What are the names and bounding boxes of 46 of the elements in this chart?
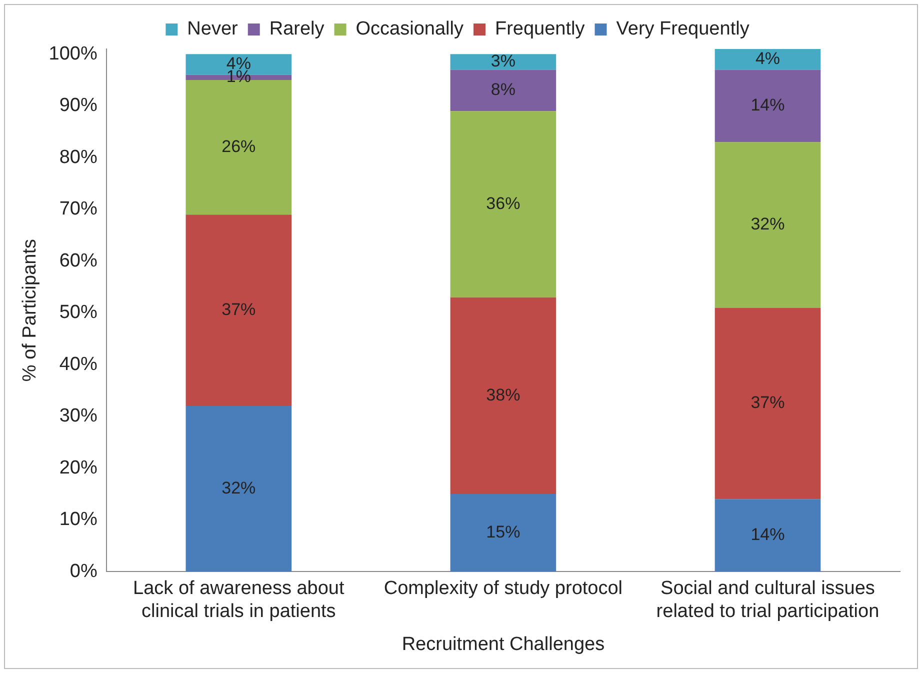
- y-axis-title: % of Participants: [20, 239, 41, 382]
- data-label: 15%: [486, 522, 520, 542]
- y-tick-label: 100%: [48, 43, 98, 64]
- data-label: 14%: [750, 525, 785, 544]
- x-tick-label: Complexity of study protocol: [384, 578, 623, 600]
- data-label: 36%: [486, 194, 520, 213]
- data-label: 3%: [490, 52, 516, 71]
- y-tick-label: 0%: [70, 560, 98, 582]
- data-label: 26%: [222, 137, 256, 156]
- bar: [450, 70, 556, 112]
- legend-label: Occasionally: [356, 18, 464, 40]
- legend-label: Very Frequently: [616, 18, 750, 40]
- x-tick-label: Social and cultural issues related to trial participation: [656, 578, 880, 622]
- data-label: 32%: [750, 214, 785, 234]
- y-tick-label: 30%: [59, 406, 98, 427]
- y-tick-label: 20%: [59, 457, 98, 478]
- bar: [714, 308, 821, 500]
- bar: [714, 49, 821, 70]
- bar: [714, 70, 821, 142]
- data-label: 37%: [222, 300, 256, 319]
- legend-label: Frequently: [494, 18, 586, 40]
- data-label: 32%: [222, 478, 256, 498]
- bar: [450, 54, 556, 70]
- x-tick-label: Lack of awareness about clinical trials in patients: [133, 578, 346, 622]
- bar: [450, 494, 556, 572]
- data-label: 38%: [486, 385, 520, 404]
- bar: [186, 214, 292, 406]
- y-tick-label: 60%: [59, 250, 98, 272]
- y-tick-label: 70%: [59, 198, 98, 220]
- data-label: 8%: [490, 80, 516, 100]
- x-axis-title: Recruitment Challenges: [402, 634, 605, 655]
- bar: [450, 111, 556, 298]
- bar: [186, 406, 292, 572]
- legend-label: Never: [187, 18, 239, 40]
- data-label: 4%: [755, 49, 780, 68]
- y-tick-label: 10%: [59, 509, 98, 530]
- bar: [714, 142, 821, 308]
- y-tick-label: 50%: [59, 302, 98, 324]
- y-tick-label: 90%: [59, 95, 98, 116]
- data-label: 37%: [750, 393, 785, 412]
- data-label: 14%: [750, 96, 785, 115]
- bar: [714, 499, 821, 572]
- legend-label: Rarely: [269, 18, 325, 40]
- y-tick-label: 80%: [59, 146, 98, 168]
- y-tick-label: 40%: [59, 354, 98, 375]
- bar: [450, 297, 556, 494]
